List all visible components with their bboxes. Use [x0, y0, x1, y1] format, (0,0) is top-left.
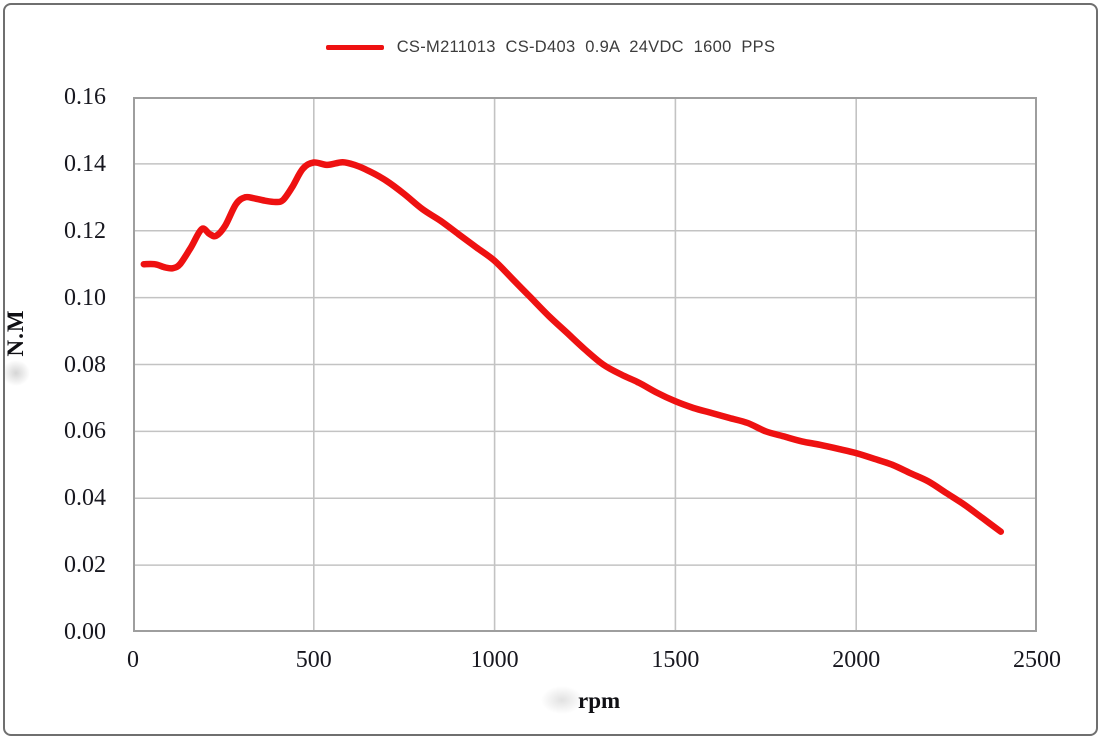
x-tick-label: 2000 — [832, 647, 881, 673]
smudge-artifact — [541, 686, 583, 714]
y-tick-label: 0.02 — [64, 552, 106, 579]
x-tick-label: 2500 — [1013, 647, 1061, 673]
y-tick-label: 0.10 — [64, 284, 106, 311]
x-tick-label: 500 — [295, 647, 332, 673]
y-axis-title: N.M — [3, 309, 28, 357]
y-tick-label: 0.14 — [64, 150, 106, 177]
y-tick-label: 0.16 — [64, 84, 106, 110]
plot-area — [133, 97, 1037, 632]
y-tick-label: 0.00 — [64, 619, 106, 645]
x-axis-title: rpm — [578, 688, 621, 713]
legend: CS-M211013 CS-D403 0.9A 24VDC 1600 PPS — [0, 36, 1101, 58]
y-tick-label: 0.06 — [64, 418, 106, 445]
y-tick-label: 0.12 — [64, 217, 106, 244]
x-tick-label: 0 — [127, 647, 139, 673]
y-tick-label: 0.08 — [64, 351, 106, 378]
legend-line-swatch — [325, 44, 384, 50]
x-tick-label: 1000 — [470, 647, 519, 673]
x-tick-label: 1500 — [651, 647, 700, 673]
torque-curve — [140, 158, 1005, 535]
y-tick-label: 0.04 — [64, 485, 106, 512]
legend-series-label: CS-M211013 CS-D403 0.9A 24VDC 1600 PPS — [396, 37, 776, 56]
